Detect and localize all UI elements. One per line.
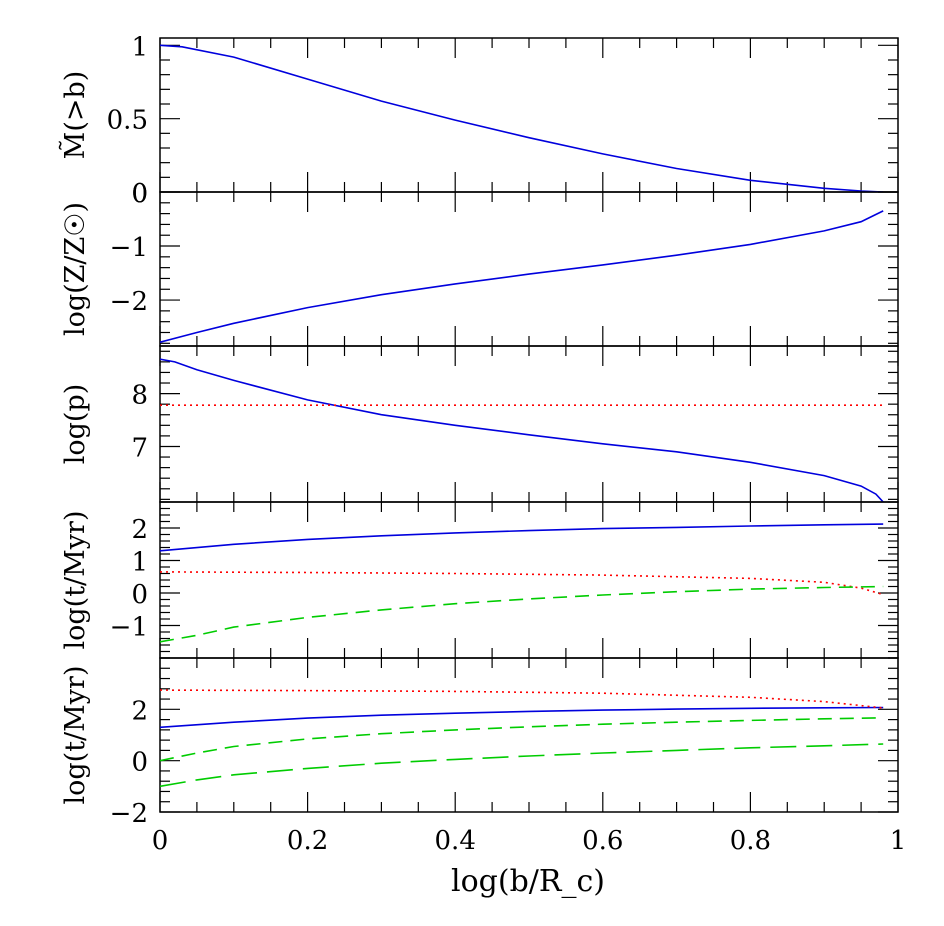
y-tick-label: −2 [110, 287, 148, 317]
y-tick-label: −1 [110, 233, 148, 263]
y-tick-label: 1 [131, 548, 148, 578]
series-line-dotted [160, 689, 884, 709]
x-tick-label: 0.2 [287, 826, 328, 856]
x-axis-label: log(b/R_c) [451, 864, 605, 899]
y-tick-label: 0.5 [107, 106, 148, 136]
y-tick-label: 2 [131, 515, 148, 545]
y-tick-label: −2 [110, 799, 148, 829]
x-tick-label: 0 [152, 826, 169, 856]
y-axis-label: log(t/Myr) [60, 666, 91, 805]
chart-panels: 00.51M̃(>b)−2−10log(Z/Z☉)78log(p)−1012lo… [58, 32, 899, 829]
series-line-solid [160, 523, 884, 552]
panel-2: −2 −1 0 log(Z/Z☉) [60, 179, 899, 347]
y-tick-label: 1 [131, 32, 148, 62]
x-tick-label: 0.4 [435, 826, 476, 856]
x-tick-label: 0.8 [730, 826, 771, 856]
x-tick-label: 1 [890, 826, 907, 856]
series-line-dotted [160, 571, 884, 596]
series-line-solid [160, 706, 884, 729]
panel-1: 0 0.5 1 M̃(>b) [58, 32, 899, 209]
panel-5: −2 0 2 log(t/Myr) [60, 657, 899, 829]
y-tick-label: 0 [131, 580, 148, 610]
y-axis-label: log(t/Myr) [60, 511, 91, 650]
series-line-solid [160, 210, 884, 343]
y-axis-label: log(p) [60, 384, 91, 465]
y-tick-label: 2 [131, 696, 148, 726]
y-tick-label: 0 [131, 179, 148, 209]
y-tick-label: 7 [131, 433, 148, 463]
y-tick-label: 8 [131, 381, 148, 411]
series-line-dashed [160, 585, 884, 643]
panel-frame [159, 657, 899, 813]
panel-frame [159, 37, 899, 193]
y-tick-label: 0 [131, 748, 148, 778]
y-tick-label: −1 [110, 613, 148, 643]
y-tick-label: 0 [131, 179, 148, 209]
series-line-solid [160, 44, 884, 192]
x-tick-label: 0.6 [582, 826, 623, 856]
y-axis-label: M̃(>b) [58, 71, 91, 160]
x-tick-labels: 0 0.2 0.4 0.6 0.8 1 [152, 826, 907, 856]
panel-frame [159, 191, 899, 347]
series-line-solid [160, 358, 884, 502]
panel-frame [159, 345, 899, 503]
series-line-dashed [160, 717, 884, 762]
series-line-longdash [160, 743, 884, 788]
y-axis-label: log(Z/Z☉) [60, 202, 91, 336]
panel-3: 7 8 log(p) [60, 345, 899, 503]
